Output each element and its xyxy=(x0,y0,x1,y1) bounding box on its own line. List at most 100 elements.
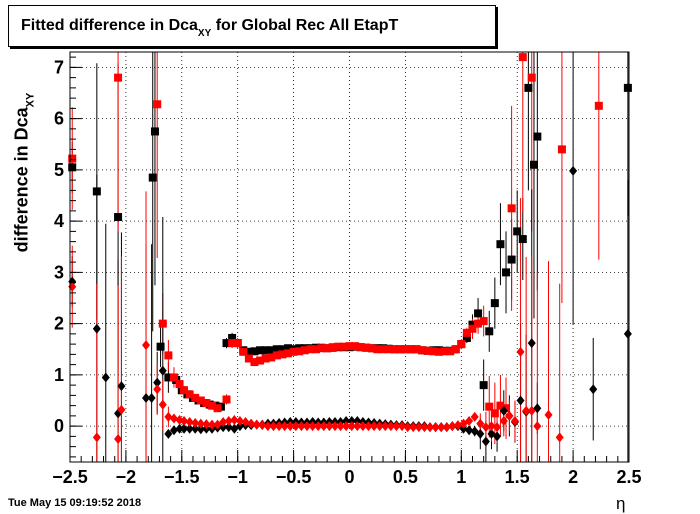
data-point-square xyxy=(175,380,184,389)
x-tick-label: 2.5 xyxy=(616,467,641,487)
data-point-square xyxy=(367,344,376,353)
data-point-square xyxy=(623,83,632,92)
data-point-square xyxy=(239,347,248,356)
data-point-diamond xyxy=(527,338,536,349)
data-point-square xyxy=(507,204,516,213)
data-point-square xyxy=(362,343,371,352)
data-point-square xyxy=(92,187,101,196)
data-point-square xyxy=(379,345,388,354)
data-point-square xyxy=(156,342,165,351)
data-point-diamond xyxy=(487,421,496,432)
data-point-square xyxy=(284,344,293,353)
data-point-diamond xyxy=(459,423,468,434)
y-tick-label: 7 xyxy=(54,57,64,77)
data-point-square xyxy=(261,346,270,355)
data-point-square xyxy=(256,346,265,355)
data-point-square xyxy=(457,340,466,349)
data-point-diamond xyxy=(191,423,200,434)
data-point-square xyxy=(213,404,222,413)
data-point-square xyxy=(373,345,382,354)
data-point-diamond xyxy=(555,432,564,443)
data-point-square xyxy=(278,350,287,359)
data-point-square xyxy=(412,345,421,354)
x-tick-label: 2 xyxy=(568,467,578,487)
title-main: Fitted difference in Dca xyxy=(21,17,198,34)
data-point-square xyxy=(196,396,205,405)
data-point-diamond xyxy=(247,418,256,429)
data-point-square xyxy=(440,347,449,356)
y-tick-label: 1 xyxy=(54,365,64,385)
data-point-diamond xyxy=(347,416,356,426)
data-point-diamond xyxy=(527,405,536,416)
data-point-square xyxy=(317,344,326,353)
data-point-diamond xyxy=(280,421,289,432)
data-point-diamond xyxy=(353,421,362,432)
data-point-square xyxy=(496,240,505,249)
data-point-square xyxy=(384,345,393,354)
data-point-square xyxy=(434,347,443,356)
data-point-square xyxy=(300,346,309,355)
data-point-diamond xyxy=(336,421,345,432)
data-point-diamond xyxy=(522,405,531,416)
data-point-diamond xyxy=(319,421,328,432)
data-point-square xyxy=(202,399,211,408)
data-point-square xyxy=(351,342,360,351)
data-point-square xyxy=(390,345,399,354)
data-point-diamond xyxy=(297,421,306,432)
data-point-square xyxy=(490,299,499,308)
x-tick-label: 0 xyxy=(344,467,354,487)
data-point-diamond xyxy=(442,422,451,433)
y-tick-label: 0 xyxy=(54,416,64,436)
data-point-square xyxy=(356,343,365,352)
data-point-square xyxy=(191,393,200,402)
data-point-diamond xyxy=(370,421,379,432)
x-tick-label: −2 xyxy=(116,467,137,487)
y-tick-label: 5 xyxy=(54,160,64,180)
data-point-square xyxy=(328,343,337,352)
data-point-diamond xyxy=(224,422,233,433)
data-point-diamond xyxy=(241,417,250,428)
y-axis-label: difference in DcaXY xyxy=(12,63,37,283)
data-point-diamond xyxy=(589,384,598,395)
data-point-diamond xyxy=(499,405,508,416)
data-point-diamond xyxy=(358,421,367,432)
data-point-square xyxy=(339,342,348,351)
data-point-square xyxy=(513,227,522,236)
data-point-square xyxy=(272,345,281,354)
data-point-diamond xyxy=(92,323,101,334)
x-tick-label: −0.5 xyxy=(276,467,312,487)
data-point-square xyxy=(306,345,315,354)
y-tick-label: 6 xyxy=(54,109,64,129)
data-point-square xyxy=(278,345,287,354)
data-point-square xyxy=(468,324,477,333)
data-point-diamond xyxy=(375,421,384,432)
data-point-diamond xyxy=(499,416,508,426)
data-point-diamond xyxy=(569,165,578,176)
data-point-diamond xyxy=(516,346,525,357)
data-point-diamond xyxy=(353,416,362,426)
data-point-square xyxy=(507,255,516,264)
data-point-diamond xyxy=(414,422,423,433)
data-point-square xyxy=(485,327,494,336)
data-point-square xyxy=(502,404,511,413)
data-point-square xyxy=(451,345,460,354)
data-point-square xyxy=(485,402,494,411)
data-point-diamond xyxy=(342,421,351,432)
data-point-square xyxy=(114,73,123,82)
data-point-square xyxy=(418,346,427,355)
data-point-square xyxy=(244,354,253,363)
data-point-square xyxy=(462,328,471,337)
data-point-diamond xyxy=(191,418,200,429)
data-point-diamond xyxy=(164,411,173,422)
data-point-square xyxy=(244,347,253,356)
data-point-square xyxy=(68,163,77,172)
data-point-square xyxy=(289,347,298,356)
data-point-square xyxy=(261,354,270,363)
error-bars xyxy=(71,52,629,462)
x-tick-label: −1.5 xyxy=(164,467,200,487)
data-point-square xyxy=(164,373,173,382)
data-point-diamond xyxy=(202,419,211,430)
title-subscript: XY xyxy=(197,28,212,39)
data-point-diamond xyxy=(409,422,418,433)
axis-ticks: −2.5 −2 −1.5 −1 −0.5 0 0.5 1 1.5 2 2.5 0 1 2 3 4 5 6 7 xyxy=(52,56,642,487)
